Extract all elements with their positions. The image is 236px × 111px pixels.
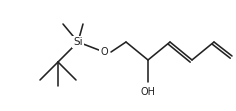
- Text: O: O: [100, 47, 108, 57]
- Text: OH: OH: [140, 87, 156, 97]
- Text: Si: Si: [73, 37, 83, 47]
